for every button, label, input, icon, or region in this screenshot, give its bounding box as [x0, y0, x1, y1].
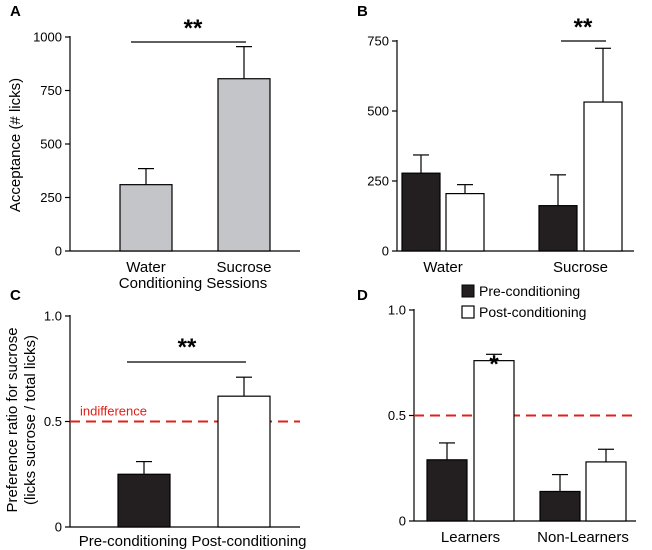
panel-d-significance: * [489, 351, 499, 378]
panel-a: A Acceptance (# licks) 0 250 500 750 1000 Wat… [7, 3, 300, 292]
panel-d-post-bar [473, 360, 515, 522]
panel-d-post-bar [585, 461, 627, 522]
panel-c-y-tick-label: 0.5 [44, 414, 62, 429]
panel-letter-d: D [357, 287, 368, 304]
legend-swatch-pre [461, 284, 475, 298]
panel-d-category-label: Non-Learners [537, 529, 629, 546]
panel-a-category-label: Water [126, 259, 165, 276]
panel-b-category-label: Water [423, 259, 462, 276]
panel-letter-b: B [357, 3, 368, 20]
panel-c-category-label: Pre-conditioning [79, 533, 187, 550]
panel-d-pre-bar [539, 490, 581, 522]
panel-c-ylabel: Preference ratio for sucrose [4, 327, 21, 512]
panel-b: B 0 250 500 750 Water Sucrose ** [357, 3, 634, 276]
panel-d-category-label: Learners [441, 529, 500, 546]
panel-d-y-tick-label: 1.0 [388, 303, 406, 318]
panel-a-xlabel: Conditioning Sessions [119, 275, 267, 292]
panel-c-significance: ** [178, 334, 197, 361]
legend: Pre-conditioning Post-conditioning [461, 283, 586, 320]
panel-a-y-tick-label: 250 [40, 190, 62, 205]
panel-a-ylabel: Acceptance (# licks) [7, 78, 24, 212]
panel-c-category-label: Post-conditioning [191, 533, 306, 550]
panel-d-pre-bar [426, 459, 468, 522]
panel-c-bar [217, 395, 271, 528]
panel-b-y-tick-label: 0 [382, 244, 389, 259]
panel-letter-a: A [10, 3, 21, 20]
legend-label-post: Post-conditioning [479, 304, 586, 320]
panel-b-significance: ** [574, 14, 593, 41]
panel-b-y-tick-label: 250 [367, 174, 389, 189]
panel-b-category-label: Sucrose [553, 259, 608, 276]
panel-d-y-tick-label: 0 [399, 514, 406, 529]
panel-c: C Preference ratio for sucrose (licks su… [4, 287, 307, 550]
panel-d-y-tick-label: 0.5 [388, 408, 406, 423]
panel-b-y-tick-label: 750 [367, 34, 389, 49]
panel-b-pre-bar [401, 172, 441, 252]
panel-a-bar [217, 78, 271, 252]
panel-c-reference-label: indifference [80, 404, 147, 419]
panel-c-y-tick-label: 0 [55, 520, 62, 535]
panel-d: D 0 0.5 1.0 Learners Non-Learners * [357, 287, 636, 546]
panel-a-y-tick-label: 750 [40, 83, 62, 98]
panel-letter-c: C [10, 287, 21, 304]
panel-a-category-label: Sucrose [216, 259, 271, 276]
panel-a-y-tick-label: 500 [40, 137, 62, 152]
panel-c-bar [117, 473, 171, 528]
legend-label-pre: Pre-conditioning [479, 283, 580, 299]
panel-a-y-tick-label: 0 [55, 244, 62, 259]
panel-c-ylabel2: (licks sucrose / total licks) [22, 335, 39, 505]
panel-a-bar [119, 184, 173, 252]
panel-b-pre-bar [538, 205, 578, 252]
panel-b-y-tick-label: 500 [367, 104, 389, 119]
panel-a-significance: ** [184, 15, 203, 42]
panel-b-post-bar [583, 101, 623, 252]
panel-a-y-tick-label: 1000 [33, 30, 62, 45]
legend-swatch-post [461, 305, 475, 319]
panel-b-post-bar [445, 193, 485, 252]
panel-c-y-tick-label: 1.0 [44, 309, 62, 324]
